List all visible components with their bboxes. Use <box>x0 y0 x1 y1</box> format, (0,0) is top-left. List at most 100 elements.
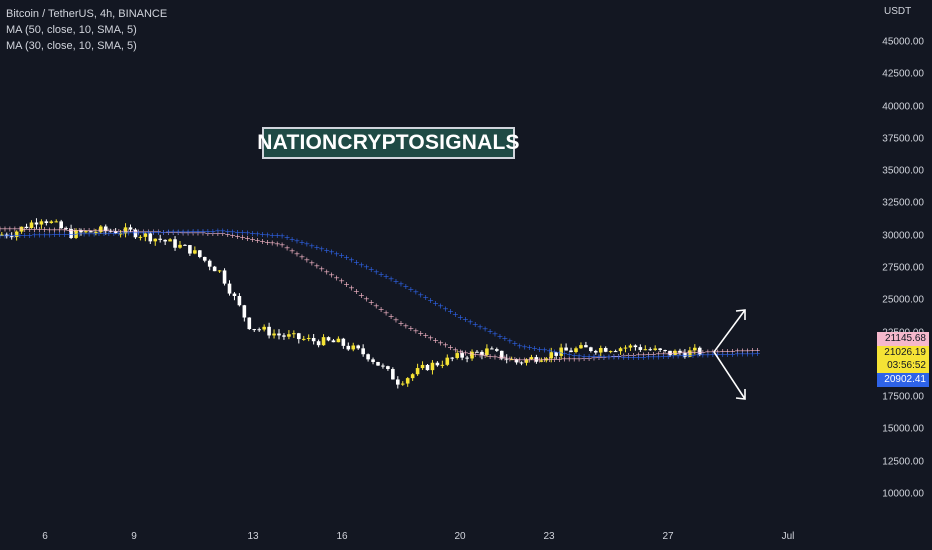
ma30-point: + <box>308 259 315 268</box>
candle-down <box>391 369 395 380</box>
ma50-point: + <box>511 339 518 348</box>
ma50-point: + <box>51 230 58 239</box>
ma50-point: + <box>551 347 558 356</box>
watermark-banner: NATIONCRYPTOSIGNALS <box>257 127 520 159</box>
candle-down <box>212 266 217 272</box>
candle-down <box>648 349 653 351</box>
ma50-point: + <box>754 349 761 358</box>
candle-down <box>247 317 252 330</box>
ma30-point: + <box>492 352 499 361</box>
ma50-point: + <box>403 282 410 291</box>
candle-down <box>638 347 643 350</box>
ma30-point: + <box>502 354 509 363</box>
ma30-point: + <box>660 349 667 358</box>
candle-down <box>356 345 360 349</box>
candle-down <box>499 350 504 359</box>
ma50-point: + <box>506 337 513 346</box>
ma50-legend-label[interactable]: MA (50, close, 10, SMA, 5) <box>6 24 137 36</box>
price-tick-label: 45000.00 <box>882 36 924 48</box>
candle-down <box>267 326 271 336</box>
candle-up <box>544 358 549 361</box>
arrow-down-head <box>735 389 746 400</box>
candle-down <box>9 236 14 238</box>
ma30-point: + <box>343 280 350 289</box>
ma30-point: + <box>170 228 177 237</box>
ma50-point: + <box>719 350 726 359</box>
price-tick-label: 35000.00 <box>882 165 924 177</box>
ma50-point: + <box>46 230 53 239</box>
candle-down <box>183 244 187 246</box>
ma50-point: + <box>338 251 345 260</box>
ma30-legend-label[interactable]: MA (30, close, 10, SMA, 5) <box>6 40 137 52</box>
ma50-point: + <box>91 229 98 238</box>
ma50-point: + <box>200 227 207 236</box>
candle-down <box>697 347 702 355</box>
ma30-point: + <box>700 348 707 357</box>
candle-down <box>425 364 430 371</box>
ma30-point: + <box>601 353 608 362</box>
candle-up <box>618 348 623 352</box>
ma30-point: + <box>744 346 751 355</box>
price-tick-label: 12500.00 <box>882 456 924 468</box>
candle-up <box>193 250 197 254</box>
candle-up <box>123 227 128 234</box>
price-tick-label: 27500.00 <box>882 262 924 274</box>
candle-up <box>693 347 697 351</box>
candle-up <box>272 333 276 336</box>
ma30-point: + <box>175 228 182 237</box>
candle-down <box>252 329 257 331</box>
ma30-point: + <box>81 226 88 235</box>
ma30-point: + <box>521 356 528 365</box>
ma30-point: + <box>526 355 533 364</box>
candle-up <box>673 350 677 355</box>
candle-up <box>138 236 143 238</box>
ma30-point: + <box>313 262 320 271</box>
ma30-point: + <box>289 247 296 256</box>
ma50-point: + <box>318 244 325 253</box>
candle-down <box>198 250 202 257</box>
ma30-point: + <box>605 352 612 361</box>
candle-up <box>336 338 341 343</box>
ma30-point: + <box>690 348 697 357</box>
ma50-point: + <box>81 230 88 239</box>
ma30-point: + <box>586 354 593 363</box>
symbol-label[interactable]: Bitcoin / TetherUS, 4h, BINANCE <box>6 8 168 20</box>
candle-down <box>554 352 558 356</box>
ma30-point: + <box>546 355 553 364</box>
ma30-point: + <box>304 256 311 265</box>
ma30-point: + <box>214 229 221 238</box>
ma50-point: + <box>714 350 721 359</box>
price-tick-label: 40000.00 <box>882 101 924 113</box>
ma30-point: + <box>620 352 627 361</box>
candle-up <box>608 351 613 353</box>
ma50-point: + <box>328 248 335 257</box>
ma30-point: + <box>219 229 226 238</box>
candle-down <box>24 226 29 229</box>
ma50-point: + <box>140 228 147 237</box>
candle-down <box>678 350 682 353</box>
ma50-point: + <box>472 320 479 329</box>
candle-up <box>529 357 534 360</box>
chart-legend: Bitcoin / TetherUS, 4h, BINANCE MA (50, … <box>6 6 167 54</box>
ma50-point: + <box>625 353 632 362</box>
candle-up <box>579 345 583 349</box>
ma30-series: ++++++++++++++++++++++++++++++++++++++++… <box>0 224 761 364</box>
candle-down <box>59 221 63 229</box>
candle-down <box>148 233 153 242</box>
ma30-point: + <box>680 349 687 358</box>
candle-up <box>84 231 88 233</box>
ma50-point: + <box>269 231 276 240</box>
ma30-point: + <box>457 348 464 357</box>
ma50-point: + <box>591 352 598 361</box>
ma30-point: + <box>0 224 3 233</box>
candle-down <box>202 256 207 261</box>
ma50-point: + <box>61 230 68 239</box>
ma30-point: + <box>244 234 251 243</box>
ma50-point: + <box>620 353 627 362</box>
candle-down <box>663 349 667 351</box>
ma30-point: + <box>254 236 261 245</box>
ma30-point: + <box>625 351 632 360</box>
candle-up <box>653 348 657 350</box>
candle-up <box>19 226 24 232</box>
